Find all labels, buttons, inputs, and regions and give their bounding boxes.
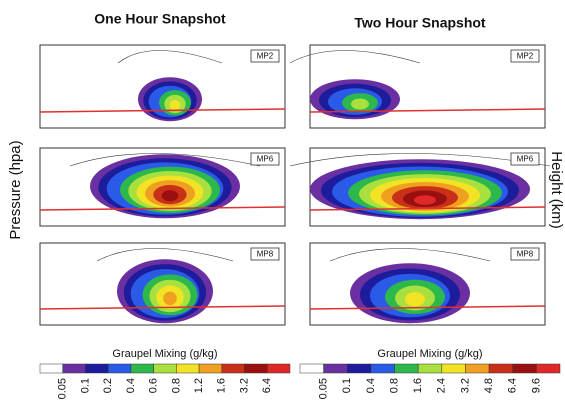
contour-line	[289, 50, 421, 64]
colorbar-swatch	[370, 363, 395, 374]
title: Two Hour Snapshot	[354, 15, 486, 31]
colorbar-label: 4.8	[483, 378, 495, 393]
panel-label: MP2	[517, 52, 534, 61]
panel-label: MP6	[517, 155, 534, 164]
colorbar-label: 6.4	[507, 378, 519, 393]
colorbar-swatch	[107, 363, 132, 374]
colorbar-label: 0.05	[318, 378, 330, 399]
contour-line	[117, 50, 223, 64]
colorbar-swatch	[62, 363, 86, 374]
colorbar-label: 0.4	[125, 378, 137, 393]
colorbar-swatch	[198, 363, 223, 374]
colorbar-label: 0.2	[102, 378, 114, 393]
contour-fill	[161, 190, 179, 202]
colorbar-label: 0.4	[365, 378, 377, 393]
red-line	[309, 206, 546, 211]
red-line	[39, 305, 286, 310]
axis-label: Pressure (hpa)	[7, 140, 24, 239]
colorbar-swatch	[221, 363, 245, 374]
colorbar-swatch	[153, 363, 177, 374]
panel-label: MP6	[257, 155, 274, 164]
contour-line	[96, 248, 234, 262]
colorbar-swatch	[441, 363, 466, 374]
red-line	[39, 108, 286, 113]
red-line	[309, 108, 546, 113]
colorbar-swatch	[347, 363, 372, 374]
colorbar-label: 0.1	[79, 378, 91, 393]
contour-fill	[169, 99, 181, 111]
panel-label-box	[510, 49, 540, 63]
panel-label: MP8	[517, 250, 534, 259]
colorbar-label: 0.1	[341, 378, 353, 393]
contour-line	[69, 153, 261, 167]
colorbar-swatch	[85, 363, 109, 374]
colorbar-label: 1.2	[193, 378, 205, 393]
colorbar-swatch	[512, 363, 537, 374]
contour-fill	[163, 291, 177, 306]
colorbar-swatch	[244, 363, 268, 374]
panel-label: MP8	[257, 250, 274, 259]
colorbar-swatch	[130, 363, 154, 374]
colorbar-swatch	[299, 363, 324, 374]
colorbar-swatch	[176, 363, 200, 374]
colorbar-swatch	[323, 363, 348, 374]
contour-line	[329, 248, 491, 262]
colorbar-title: Graupel Mixing (g/kg)	[377, 348, 482, 360]
panel-label-box	[510, 247, 540, 261]
colorbar-title: Graupel Mixing (g/kg)	[112, 348, 217, 360]
title: One Hour Snapshot	[94, 11, 226, 27]
contour-fill	[351, 98, 369, 110]
colorbar-label: 6.4	[261, 378, 273, 393]
colorbar-label: 0.8	[388, 378, 400, 393]
axis-label: Height (km)	[548, 151, 565, 229]
panel-label-box	[510, 152, 540, 166]
panel-label-box	[250, 247, 280, 261]
colorbar-swatch	[417, 363, 443, 374]
colorbar-label: 9.6	[530, 378, 542, 393]
colorbar-swatch	[267, 363, 291, 374]
contour-fill	[405, 292, 425, 307]
panel-label: MP2	[257, 52, 274, 61]
colorbar-label: 1.6	[216, 378, 228, 393]
colorbars: Graupel Mixing (g/kg) 0.05 0.1 0.2 0.4 0.6 0.8…	[39, 348, 561, 399]
colorbar-swatch	[39, 363, 63, 374]
panel-label-box	[250, 152, 280, 166]
colorbar-label: 0.6	[148, 378, 160, 393]
red-line	[39, 206, 286, 211]
colorbar-label: 3.2	[238, 378, 250, 393]
colorbar-swatch	[488, 363, 513, 374]
panel-label-box	[250, 49, 280, 63]
contour-fill	[414, 195, 436, 205]
colorbar-label: 3.2	[459, 378, 471, 393]
colorbar-swatch	[465, 363, 490, 374]
colorbar-swatch	[394, 363, 419, 374]
colorbar-label: 0.8	[170, 378, 182, 393]
colorbar-label: 0.05	[57, 378, 69, 399]
panels: MP2 MP6 MP8 MP2 MP6 MP8	[39, 44, 551, 326]
colorbar-swatch	[536, 363, 561, 374]
colorbar-label: 2.4	[436, 378, 448, 393]
colorbar-label: 1.6	[412, 378, 424, 393]
red-line	[309, 305, 546, 310]
